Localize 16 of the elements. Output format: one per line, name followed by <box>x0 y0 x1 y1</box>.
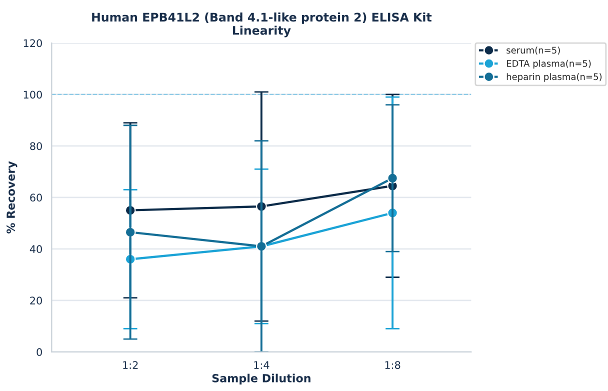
x-tick-label: 1:4 <box>254 361 270 369</box>
y-tick-label: 120 <box>24 39 42 48</box>
chart-title: Human EPB41L2 (Band 4.1-like protein 2) ELISA Kit Linearity <box>92 12 432 38</box>
y-tick-label: 100 <box>24 90 42 99</box>
y-tick-label: 20 <box>30 296 42 305</box>
x-axis-title: Sample Dilution <box>212 374 310 385</box>
y-axis-title: % Recovery <box>6 161 18 234</box>
x-tick-label: 1:8 <box>385 361 400 369</box>
y-tick-label: 60 <box>30 194 42 202</box>
y-tick-label: 40 <box>30 245 42 254</box>
y-tick-label: 0 <box>36 348 42 356</box>
legend-label: heparin plasma(n=5) <box>506 73 602 82</box>
legend-label: EDTA plasma(n=5) <box>506 60 591 69</box>
legend-label: serum(n=5) <box>506 46 560 55</box>
x-tick-label: 1:2 <box>123 361 138 369</box>
y-tick-label: 80 <box>30 142 42 150</box>
